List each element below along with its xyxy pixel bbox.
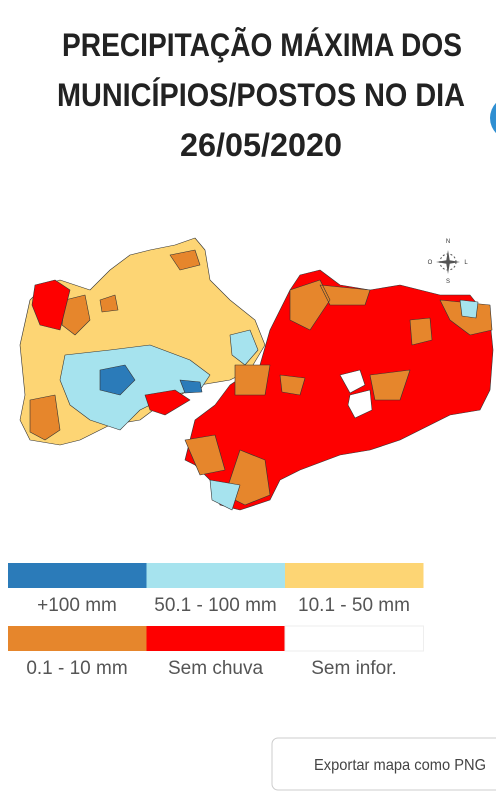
compass-label: O <box>428 260 433 266</box>
legend-label: Sem infor. <box>311 658 397 679</box>
export-button-label[interactable]: Exportar mapa como PNG <box>314 757 486 774</box>
side-button[interactable] <box>490 96 496 140</box>
municipality-region <box>184 279 493 506</box>
municipality-region <box>209 299 479 511</box>
legend-swatch <box>285 563 424 588</box>
compass-label: N <box>446 239 450 245</box>
legend-label: 50.1 - 100 mm <box>154 595 277 616</box>
title: 26/05/2020 <box>180 127 342 163</box>
legend-swatch <box>8 626 147 651</box>
legend-label: +100 mm <box>37 595 117 616</box>
export-button[interactable] <box>271 737 496 791</box>
municipality-region <box>144 389 191 416</box>
municipality-region <box>99 364 203 396</box>
compass-label: L <box>464 260 468 266</box>
legend-swatch <box>146 626 285 651</box>
legend-swatch <box>146 563 285 588</box>
legend-swatch <box>8 563 147 588</box>
title: PRECIPITAÇÃO MÁXIMA DOS <box>62 27 462 63</box>
legend-swatch <box>284 625 424 652</box>
municipality-region <box>339 369 373 419</box>
legend-label: 10.1 - 50 mm <box>298 595 410 616</box>
legend-label: 0.1 - 10 mm <box>26 658 127 679</box>
compass-label: S <box>446 279 450 285</box>
map <box>19 237 494 511</box>
municipality-region <box>29 394 61 441</box>
compass: N O L S <box>428 239 469 285</box>
legend: +100 mm 50.1 - 100 mm 10.1 - 50 mm 0.1 - 10… <box>8 563 424 679</box>
title: MUNICÍPIOS/POSTOS NO DIA <box>57 77 465 113</box>
municipality-region <box>31 279 71 331</box>
legend-label: Sem chuva <box>168 658 263 679</box>
